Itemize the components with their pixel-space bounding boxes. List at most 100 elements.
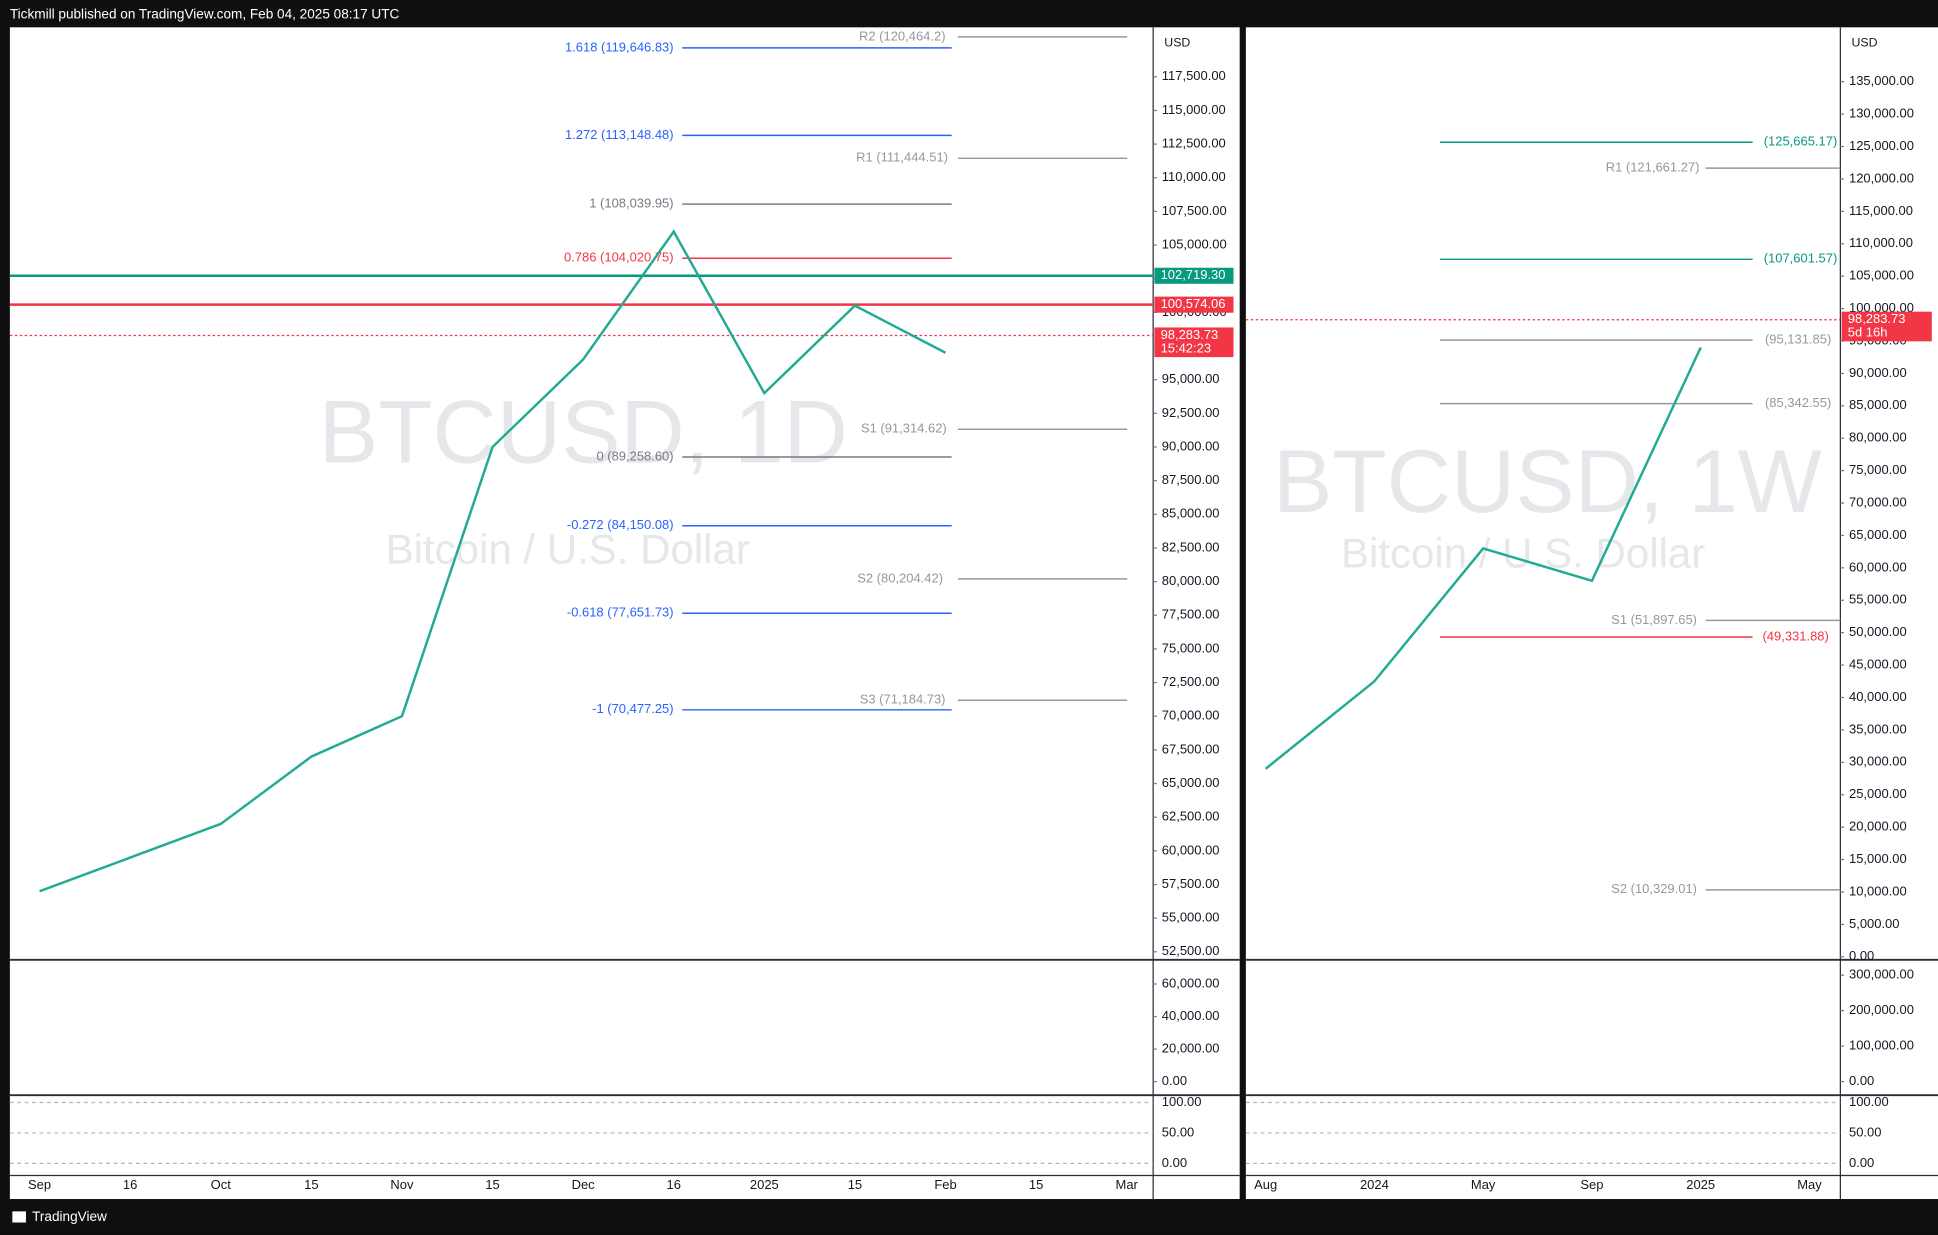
x-tick-label: Mar xyxy=(1116,1177,1139,1192)
y-tick-label: 80,000.00 xyxy=(1849,430,1907,445)
volume-y-tick-label: 300,000.00 xyxy=(1849,967,1914,982)
y-tick-label: 30,000.00 xyxy=(1849,754,1907,769)
x-tick-label: 2024 xyxy=(1360,1177,1389,1192)
y-tick-label: 115,000.00 xyxy=(1849,203,1913,218)
x-tick-label: 16 xyxy=(123,1177,137,1192)
level-label: (125,665.17) xyxy=(1764,134,1838,149)
level-label: (107,601.57) xyxy=(1764,251,1838,266)
stoch-y-tick-label: 50.00 xyxy=(1849,1124,1881,1139)
level-label: R2 (120,464.2) xyxy=(859,28,946,43)
y-tick-label: 55,000.00 xyxy=(1162,910,1220,925)
y-tick-label: 0.00 xyxy=(1849,948,1874,963)
level-label: R1 (111,444.51) xyxy=(856,150,948,165)
y-tick-label: 50,000.00 xyxy=(1849,624,1907,639)
y-tick-label: 90,000.00 xyxy=(1849,365,1907,380)
y-tick-label: 67,500.00 xyxy=(1162,741,1220,756)
x-tick-label: 15 xyxy=(848,1177,862,1192)
y-tick-label: 130,000.00 xyxy=(1849,106,1914,121)
price-tag-label: 98,283.73 xyxy=(1161,327,1219,342)
y-tick-label: 70,000.00 xyxy=(1162,708,1220,723)
volume-y-tick-label: 20,000.00 xyxy=(1162,1040,1220,1055)
header-title: Tickmill published on TradingView.com, F… xyxy=(10,7,400,22)
level-label: 1 (108,039.95) xyxy=(589,196,673,211)
x-tick-label: 2025 xyxy=(1686,1177,1715,1192)
y-tick-label: 45,000.00 xyxy=(1849,657,1907,672)
level-label: S1 (91,314.62) xyxy=(861,421,947,436)
y-tick-label: 110,000.00 xyxy=(1849,235,1913,250)
y-tick-label: 5,000.00 xyxy=(1849,916,1899,931)
y-tick-label: 135,000.00 xyxy=(1849,73,1914,88)
y-tick-label: 70,000.00 xyxy=(1849,494,1907,509)
x-tick-label: Sep xyxy=(28,1177,51,1192)
y-tick-label: 85,000.00 xyxy=(1162,506,1220,521)
price-tag-label: 100,574.06 xyxy=(1161,296,1226,311)
y-tick-label: 65,000.00 xyxy=(1849,527,1907,542)
level-label: -1 (70,477.25) xyxy=(592,701,673,716)
x-tick-label: Aug xyxy=(1254,1177,1277,1192)
stoch-y-tick-label: 100.00 xyxy=(1162,1094,1202,1109)
price-line-series xyxy=(1264,346,1702,770)
price-tag-label: 98,283.73 xyxy=(1848,311,1906,326)
y-tick-label: 35,000.00 xyxy=(1849,721,1907,736)
level-label: S2 (10,329.01) xyxy=(1611,881,1697,896)
price-tag-label: 102,719.30 xyxy=(1161,267,1226,282)
y-tick-label: 10,000.00 xyxy=(1849,883,1907,898)
y-tick-label: 82,500.00 xyxy=(1162,539,1220,554)
y-tick-label: 55,000.00 xyxy=(1849,592,1907,607)
y-tick-label: 110,000.00 xyxy=(1162,169,1226,184)
y-tick-label: 60,000.00 xyxy=(1849,559,1907,574)
level-label: (49,331.88) xyxy=(1762,628,1828,643)
y-tick-label: 105,000.00 xyxy=(1162,236,1227,251)
x-tick-label: 15 xyxy=(485,1177,499,1192)
panel xyxy=(9,27,1240,1200)
price-tag xyxy=(1154,327,1234,358)
price-tag xyxy=(1154,296,1234,313)
y-tick-label: 95,000.00 xyxy=(1162,371,1220,386)
y-tick-label: 60,000.00 xyxy=(1162,842,1220,857)
y-tick-label: 117,500.00 xyxy=(1162,68,1226,83)
stoch-y-tick-label: 50.00 xyxy=(1162,1124,1194,1139)
x-tick-label: Sep xyxy=(1580,1177,1603,1192)
y-tick-label: 112,500.00 xyxy=(1162,136,1226,151)
x-tick-label: Feb xyxy=(934,1177,956,1192)
y-tick-label: 125,000.00 xyxy=(1849,138,1914,153)
watermark-subtitle: Bitcoin / U.S. Dollar xyxy=(1341,529,1705,576)
y-tick-label: 62,500.00 xyxy=(1162,809,1220,824)
volume-y-tick-label: 0.00 xyxy=(1849,1073,1874,1088)
x-tick-label: 16 xyxy=(667,1177,681,1192)
y-tick-label: 80,000.00 xyxy=(1162,573,1220,588)
y-tick-label: 87,500.00 xyxy=(1162,472,1220,487)
footer-logo xyxy=(12,1211,26,1223)
footer-brand: TradingView xyxy=(32,1209,107,1224)
y-tick-label: 75,000.00 xyxy=(1162,640,1220,655)
y-tick-label: 15,000.00 xyxy=(1849,851,1907,866)
level-label: R1 (121,661.27) xyxy=(1606,160,1700,175)
stoch-y-tick-label: 0.00 xyxy=(1162,1155,1187,1170)
x-tick-label: 2025 xyxy=(750,1177,779,1192)
y-tick-label: 65,000.00 xyxy=(1162,775,1220,790)
y-tick-label: 72,500.00 xyxy=(1162,674,1220,689)
level-label: 0 (89,258.60) xyxy=(596,448,673,463)
x-tick-label: Oct xyxy=(211,1177,232,1192)
watermark-subtitle: Bitcoin / U.S. Dollar xyxy=(386,526,750,573)
price-line-series xyxy=(39,229,947,893)
volume-y-tick-label: 200,000.00 xyxy=(1849,1002,1914,1017)
stoch-y-tick-label: 0.00 xyxy=(1849,1155,1874,1170)
y-tick-label: 25,000.00 xyxy=(1849,786,1907,801)
y-tick-label: 92,500.00 xyxy=(1162,405,1220,420)
x-tick-label: Dec xyxy=(572,1177,596,1192)
x-tick-label: May xyxy=(1471,1177,1496,1192)
watermark-title: BTCUSD, 1W xyxy=(1273,431,1822,531)
stoch-y-tick-label: 100.00 xyxy=(1849,1094,1889,1109)
price-tag xyxy=(1154,267,1234,284)
y-tick-label: 52,500.00 xyxy=(1162,943,1220,958)
level-label: S1 (51,897.65) xyxy=(1611,612,1697,627)
y-tick-label: 107,500.00 xyxy=(1162,203,1227,218)
y-tick-label: 105,000.00 xyxy=(1849,268,1914,283)
level-label: S2 (80,204.42) xyxy=(857,570,943,585)
volume-y-tick-label: 100,000.00 xyxy=(1849,1038,1914,1053)
price-tag-sublabel: 5d 16h xyxy=(1848,325,1888,340)
y-tick-label: 85,000.00 xyxy=(1849,397,1907,412)
